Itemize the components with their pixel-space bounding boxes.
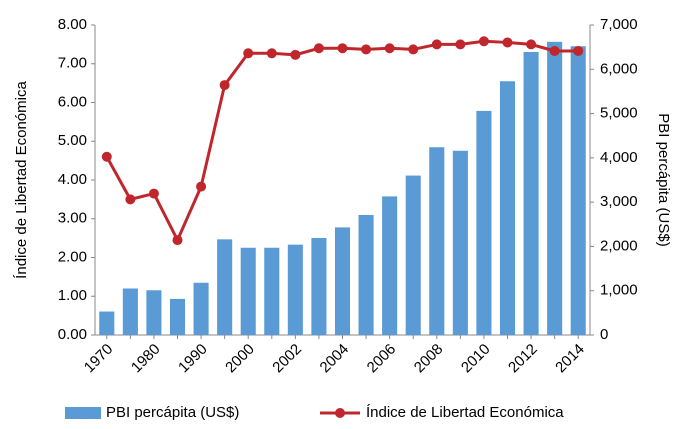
y2-tick-label: 5,000 <box>600 105 638 122</box>
marker <box>573 45 584 56</box>
x-tick-label: 1990 <box>175 341 211 377</box>
x-tick-label: 2006 <box>364 341 400 377</box>
y-tick-label: 4.00 <box>58 171 87 188</box>
bar <box>193 282 209 335</box>
bar <box>334 227 351 335</box>
bar <box>499 81 516 335</box>
marker <box>125 194 136 205</box>
y-axis-title: Índice de Libertad Económica <box>13 81 30 279</box>
legend-label: Índice de Libertad Económica <box>366 404 564 421</box>
marker <box>243 48 254 59</box>
bar <box>476 110 492 336</box>
x-tick-label: 2000 <box>222 341 258 377</box>
marker <box>101 151 112 162</box>
x-tick-label: 2012 <box>505 341 541 377</box>
x-tick-label: 2010 <box>458 341 494 377</box>
y-tick-label: 2.00 <box>58 248 87 265</box>
legend-label: PBI percápita (US$) <box>106 404 239 421</box>
bar <box>429 147 445 335</box>
marker <box>148 188 159 199</box>
bar <box>358 214 374 335</box>
bar <box>452 150 468 335</box>
marker <box>549 45 560 56</box>
marker <box>337 43 348 54</box>
marker <box>196 181 207 192</box>
y2-tick-label: 3,000 <box>600 193 638 210</box>
y2-axis-title: PBI percápita (US$) <box>655 113 672 246</box>
y-tick-label: 3.00 <box>58 210 87 227</box>
y-tick-label: 1.00 <box>58 287 87 304</box>
y2-tick-label: 0 <box>600 326 608 343</box>
marker <box>384 43 395 54</box>
bar <box>570 46 586 335</box>
bar <box>264 247 280 335</box>
bar <box>217 239 233 335</box>
bar <box>405 175 421 335</box>
y-tick-label: 7.00 <box>58 55 87 72</box>
y-tick-label: 8.00 <box>58 16 87 33</box>
bar <box>311 238 327 335</box>
marker <box>526 39 537 50</box>
bar <box>287 244 303 335</box>
marker <box>290 49 301 60</box>
x-tick-label: 2008 <box>411 341 447 377</box>
x-tick-label: 1980 <box>128 341 164 377</box>
marker <box>172 235 183 246</box>
bar <box>146 290 162 335</box>
legend-swatch <box>335 408 345 418</box>
y2-tick-label: 1,000 <box>600 282 638 299</box>
bar <box>240 247 256 335</box>
x-tick-label: 2014 <box>552 341 588 377</box>
marker <box>478 36 489 47</box>
x-tick-label: 2002 <box>269 341 305 377</box>
bar <box>122 288 138 335</box>
x-tick-label: 2004 <box>317 341 353 377</box>
bar <box>99 311 115 335</box>
y-tick-label: 0.00 <box>58 326 87 343</box>
marker <box>408 44 419 55</box>
bar <box>523 52 539 336</box>
marker <box>219 80 230 91</box>
bar <box>547 41 563 335</box>
y-tick-label: 6.00 <box>58 93 87 110</box>
y-tick-label: 5.00 <box>58 132 87 149</box>
bar <box>169 298 186 335</box>
marker <box>361 44 372 55</box>
y2-tick-label: 4,000 <box>600 149 638 166</box>
marker <box>313 43 324 54</box>
marker <box>502 37 513 48</box>
marker <box>266 48 277 59</box>
bar <box>382 196 398 335</box>
marker <box>431 39 442 50</box>
y2-tick-label: 2,000 <box>600 237 638 254</box>
x-tick-label: 1970 <box>81 341 117 377</box>
y2-tick-label: 7,000 <box>600 16 638 33</box>
legend-swatch <box>65 407 101 419</box>
y2-tick-label: 6,000 <box>600 60 638 77</box>
marker <box>455 39 466 50</box>
